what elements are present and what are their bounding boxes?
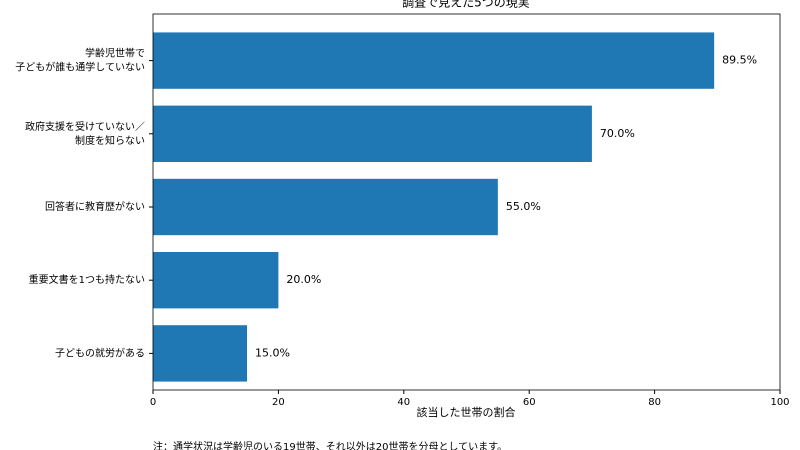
- x-axis-label: 該当した世帯の割合: [417, 405, 516, 419]
- value-label: 20.0%: [286, 273, 321, 286]
- chart-title: 調査で見えた5つの現実: [402, 0, 530, 10]
- x-tick-label: 40: [397, 397, 410, 408]
- y-tick-label: 学齢児世帯で子どもが誰も通学していない: [15, 47, 145, 74]
- y-tick-label-line: 制度を知らない: [75, 134, 145, 147]
- y-tick-label: 政府支援を受けていない／制度を知らない: [25, 120, 145, 147]
- value-label: 70.0%: [600, 127, 635, 140]
- bar: [153, 32, 715, 89]
- bar: [153, 252, 279, 309]
- plot-frame: [152, 13, 781, 391]
- y-tick-label-line: 学齢児世帯で: [85, 47, 145, 60]
- value-label: 15.0%: [255, 346, 290, 359]
- x-tick-label: 80: [648, 397, 661, 408]
- value-label: 55.0%: [506, 200, 541, 213]
- y-tick-label-line: 回答者に教育歴がない: [45, 200, 145, 213]
- bar: [153, 325, 248, 382]
- y-tick-label-line: 子どもが誰も通学していない: [15, 61, 145, 74]
- y-tick-label-line: 子どもの就労がある: [55, 346, 145, 359]
- y-tick-label-line: 政府支援を受けていない／: [25, 120, 145, 133]
- x-tick-label: 20: [272, 397, 285, 408]
- value-label: 89.5%: [722, 54, 757, 67]
- bar: [153, 105, 592, 162]
- y-tick-label: 子どもの就労がある: [55, 346, 145, 359]
- x-tick-label: 100: [770, 397, 789, 408]
- y-tick-label: 回答者に教育歴がない: [45, 200, 145, 213]
- y-tick-label-line: 重要文書を1つも持たない: [29, 273, 145, 286]
- x-tick-label: 60: [523, 397, 536, 408]
- y-tick-label: 重要文書を1つも持たない: [29, 273, 145, 286]
- x-tick-label: 0: [150, 397, 156, 408]
- footnote: 注：通学状況は学齢児のいる19世帯、それ以外は20世帯を分母としています。: [153, 440, 507, 450]
- bar: [153, 178, 498, 236]
